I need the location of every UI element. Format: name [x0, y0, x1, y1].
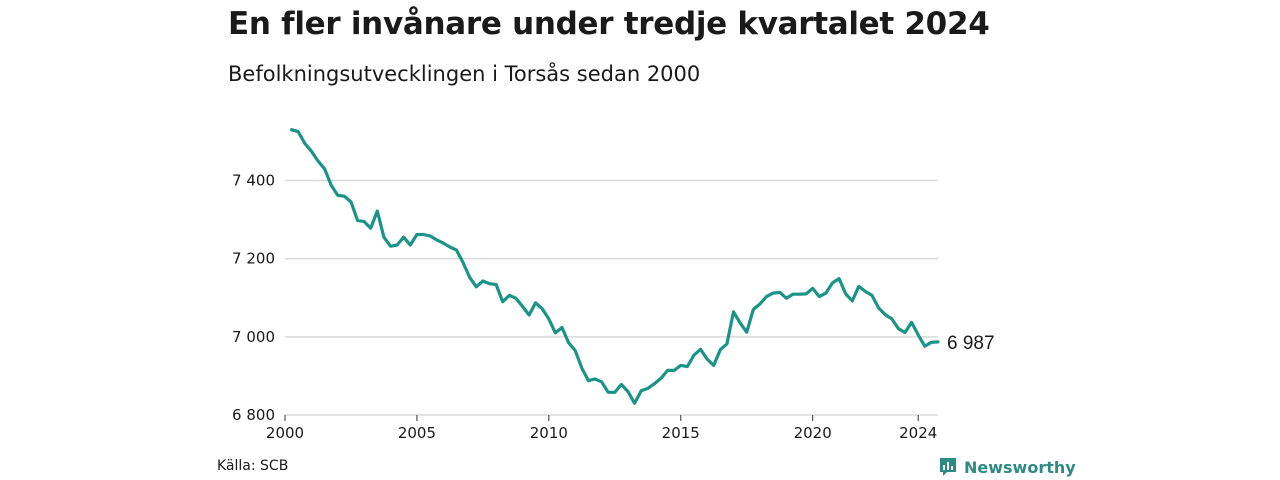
x-tick-label: 2015 [662, 424, 700, 442]
source-note: Källa: SCB [217, 458, 289, 474]
end-value-text: 6 987 [947, 333, 995, 354]
chart-title: En fler invånare under tredje kvartalet … [228, 6, 990, 42]
grid-lines [285, 179, 938, 416]
x-tick-label: 2010 [530, 424, 568, 442]
y-tick-label: 6 800 [232, 406, 275, 424]
x-axis: 2000 2005 2010 2015 2020 2024 [266, 415, 937, 442]
y-tick-label: 7 000 [232, 328, 275, 346]
x-tick-label: 2020 [794, 424, 832, 442]
y-tick-label: 7 400 [232, 172, 275, 190]
x-tick-label: 2024 [899, 424, 937, 442]
series-population [290, 128, 940, 405]
brand-name: Newsworthy [964, 457, 1076, 477]
newsworthy-logo-icon [940, 458, 956, 476]
y-axis: 6 800 7 000 7 200 7 400 [232, 172, 275, 424]
x-tick-label: 2000 [266, 424, 304, 442]
brand: Newsworthy [938, 456, 1076, 478]
x-tick-label: 2005 [398, 424, 436, 442]
chart-subtitle: Befolkningsutvecklingen i Torsås sedan 2… [228, 62, 701, 86]
y-tick-label: 7 200 [232, 250, 275, 268]
series-line [290, 128, 940, 405]
end-value-label: 6 987 [947, 333, 995, 354]
